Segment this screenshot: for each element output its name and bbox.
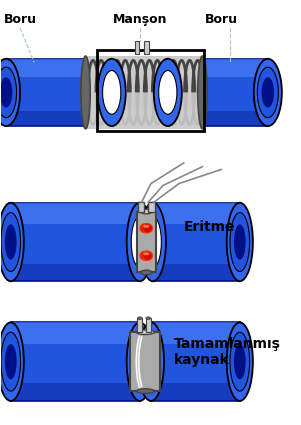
Ellipse shape [198,56,207,129]
Ellipse shape [140,251,150,261]
Polygon shape [11,323,140,344]
Ellipse shape [0,203,24,281]
Polygon shape [85,56,202,129]
Ellipse shape [138,323,164,401]
Ellipse shape [138,317,142,320]
Polygon shape [11,203,140,281]
Ellipse shape [141,270,152,275]
Polygon shape [11,323,140,401]
Ellipse shape [0,77,12,108]
Polygon shape [6,59,112,77]
Ellipse shape [1,212,20,272]
Ellipse shape [159,71,177,114]
Polygon shape [153,264,240,281]
Polygon shape [153,203,240,281]
FancyBboxPatch shape [138,202,144,212]
Ellipse shape [230,212,250,272]
Ellipse shape [144,216,161,267]
Ellipse shape [127,323,153,401]
Ellipse shape [5,344,17,380]
Text: Boru: Boru [4,13,37,26]
Ellipse shape [142,251,153,261]
Ellipse shape [136,330,154,334]
Polygon shape [6,59,112,126]
Ellipse shape [146,252,149,255]
Text: Boru: Boru [205,13,238,26]
Ellipse shape [257,67,278,118]
FancyBboxPatch shape [137,212,156,272]
Ellipse shape [262,77,274,108]
FancyBboxPatch shape [135,41,139,54]
Polygon shape [168,59,268,126]
Polygon shape [11,383,140,401]
Ellipse shape [142,336,160,387]
Ellipse shape [81,56,90,129]
Ellipse shape [146,317,150,320]
Ellipse shape [0,59,20,126]
Ellipse shape [1,332,20,391]
Ellipse shape [98,59,126,126]
Ellipse shape [103,71,121,114]
Ellipse shape [131,216,148,267]
Polygon shape [151,323,240,344]
FancyBboxPatch shape [138,318,142,332]
FancyBboxPatch shape [148,202,155,212]
Ellipse shape [146,225,149,228]
Ellipse shape [0,323,24,401]
Ellipse shape [254,59,282,126]
Ellipse shape [140,224,150,233]
Polygon shape [151,323,240,401]
Ellipse shape [154,59,182,126]
Polygon shape [168,59,268,77]
Text: Eritme: Eritme [184,220,235,234]
Ellipse shape [5,224,17,260]
Ellipse shape [227,323,253,401]
Ellipse shape [0,67,17,118]
Polygon shape [153,203,240,224]
Ellipse shape [141,209,152,214]
FancyBboxPatch shape [146,318,150,332]
Ellipse shape [131,336,148,387]
Ellipse shape [143,252,147,255]
Ellipse shape [136,389,154,394]
Ellipse shape [234,224,246,260]
Polygon shape [168,111,268,126]
Ellipse shape [143,225,147,228]
Text: Manşon: Manşon [113,13,167,26]
Text: Tamamlanmış
kaynak: Tamamlanmış kaynak [174,337,281,368]
Polygon shape [151,383,240,401]
FancyBboxPatch shape [130,332,160,391]
FancyBboxPatch shape [144,41,149,54]
Polygon shape [11,203,140,224]
Ellipse shape [140,203,166,281]
Ellipse shape [234,344,246,380]
Ellipse shape [227,203,253,281]
Ellipse shape [142,224,153,233]
Ellipse shape [127,203,153,281]
Polygon shape [11,264,140,281]
Ellipse shape [230,332,250,391]
Polygon shape [6,111,112,126]
